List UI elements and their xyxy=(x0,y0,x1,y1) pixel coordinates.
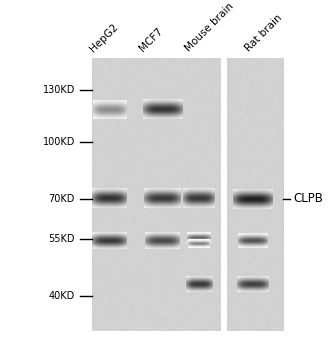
Text: 100KD: 100KD xyxy=(42,137,75,147)
Text: CLPB: CLPB xyxy=(293,192,323,205)
Text: 130KD: 130KD xyxy=(42,85,75,95)
Text: 70KD: 70KD xyxy=(49,194,75,204)
Text: Rat brain: Rat brain xyxy=(243,13,284,54)
Text: Mouse brain: Mouse brain xyxy=(184,1,236,54)
Text: 55KD: 55KD xyxy=(48,234,75,244)
Text: MCF7: MCF7 xyxy=(137,27,165,54)
Text: 40KD: 40KD xyxy=(49,291,75,301)
Text: HepG2: HepG2 xyxy=(88,22,120,54)
